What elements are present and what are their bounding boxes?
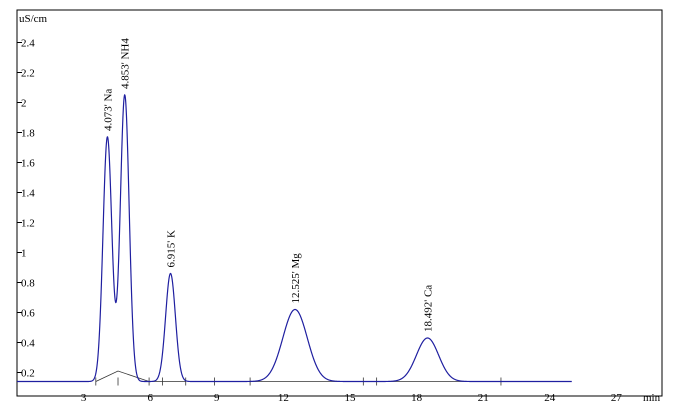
y-tick-label: 0.4 — [21, 338, 35, 350]
peak-label: 4.853' NH4 — [120, 38, 132, 89]
x-tick-label: 3 — [81, 392, 87, 404]
peak-label: 12.525' Mg — [290, 253, 302, 304]
peak-label: 18.492' Ca — [423, 285, 435, 332]
x-tick-label: 9 — [214, 392, 220, 404]
y-tick-label: 2 — [21, 98, 27, 110]
signal-trace — [17, 93, 572, 383]
y-tick-label: 0.8 — [21, 278, 35, 290]
plot-frame — [16, 9, 663, 397]
y-axis-unit: uS/cm — [19, 13, 48, 25]
x-tick-label: 15 — [345, 392, 357, 404]
x-tick-label: 12 — [278, 392, 289, 404]
y-tick-label: 1.4 — [21, 188, 35, 200]
y-tick-label: 2.2 — [21, 68, 35, 80]
y-tick-label: 1.8 — [21, 128, 35, 140]
x-tick-label: 21 — [478, 392, 489, 404]
x-tick-label: 18 — [411, 392, 423, 404]
y-tick-label: 1 — [21, 248, 27, 260]
x-tick-label: 24 — [544, 392, 556, 404]
y-tick-label: 1.2 — [21, 218, 35, 230]
x-tick-label: 6 — [147, 392, 153, 404]
peak-label: 6.915' K — [166, 230, 178, 267]
y-tick-label: 0.2 — [21, 368, 35, 380]
x-tick-label: 27 — [611, 392, 623, 404]
integration-baseline — [95, 370, 186, 382]
x-axis-unit: min — [643, 392, 661, 404]
y-tick-label: 1.6 — [21, 158, 35, 170]
y-tick-label: 2.4 — [21, 38, 35, 50]
peak-label: 4.073' Na — [102, 89, 114, 131]
y-tick-label: 0.6 — [21, 308, 35, 320]
